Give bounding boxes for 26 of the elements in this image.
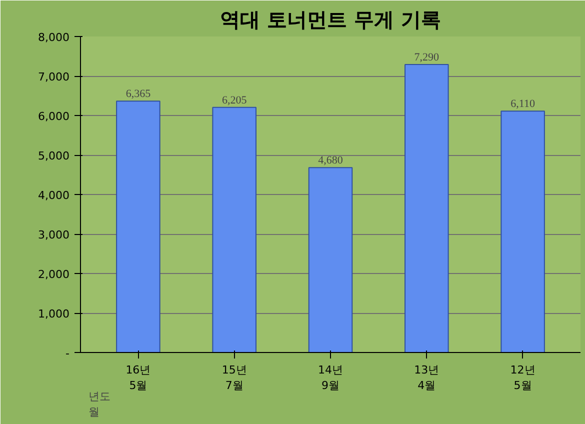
y-tick-label: 5,000: [38, 150, 70, 162]
y-tick-label: 1,000: [38, 308, 70, 320]
x-tick-label: 13년 4월: [414, 364, 440, 392]
data-label: 7,290: [414, 52, 440, 64]
chart-title: 역대 토너먼트 무게 기록: [220, 8, 441, 32]
bar: [308, 167, 353, 352]
y-tick-label: -: [66, 347, 70, 360]
data-label: 6,205: [222, 94, 248, 106]
y-tick-label: 4,000: [38, 189, 70, 202]
bar: [116, 100, 160, 352]
y-tick-label: 3,000: [38, 228, 70, 242]
bar: [212, 106, 256, 352]
data-label: 4,680: [318, 154, 344, 167]
data-label: 6,110: [510, 98, 536, 110]
y-tick-label: 6,000: [38, 110, 70, 123]
x-tick-label: 14년 9월: [318, 364, 343, 392]
x-tick-label: 12년 5월: [510, 364, 536, 392]
x-tick-label: 16년 5월: [126, 364, 151, 392]
y-tick-label: 2,000: [38, 268, 70, 281]
data-label: 6,365: [126, 88, 152, 100]
x-axis-title: 년도 월: [88, 390, 110, 418]
y-tick-label: 8,000: [38, 31, 70, 44]
bar: [404, 64, 449, 352]
x-tick-label: 15년 7월: [222, 364, 247, 392]
y-tick-label: 7,000: [38, 70, 70, 84]
bar: [500, 110, 545, 352]
